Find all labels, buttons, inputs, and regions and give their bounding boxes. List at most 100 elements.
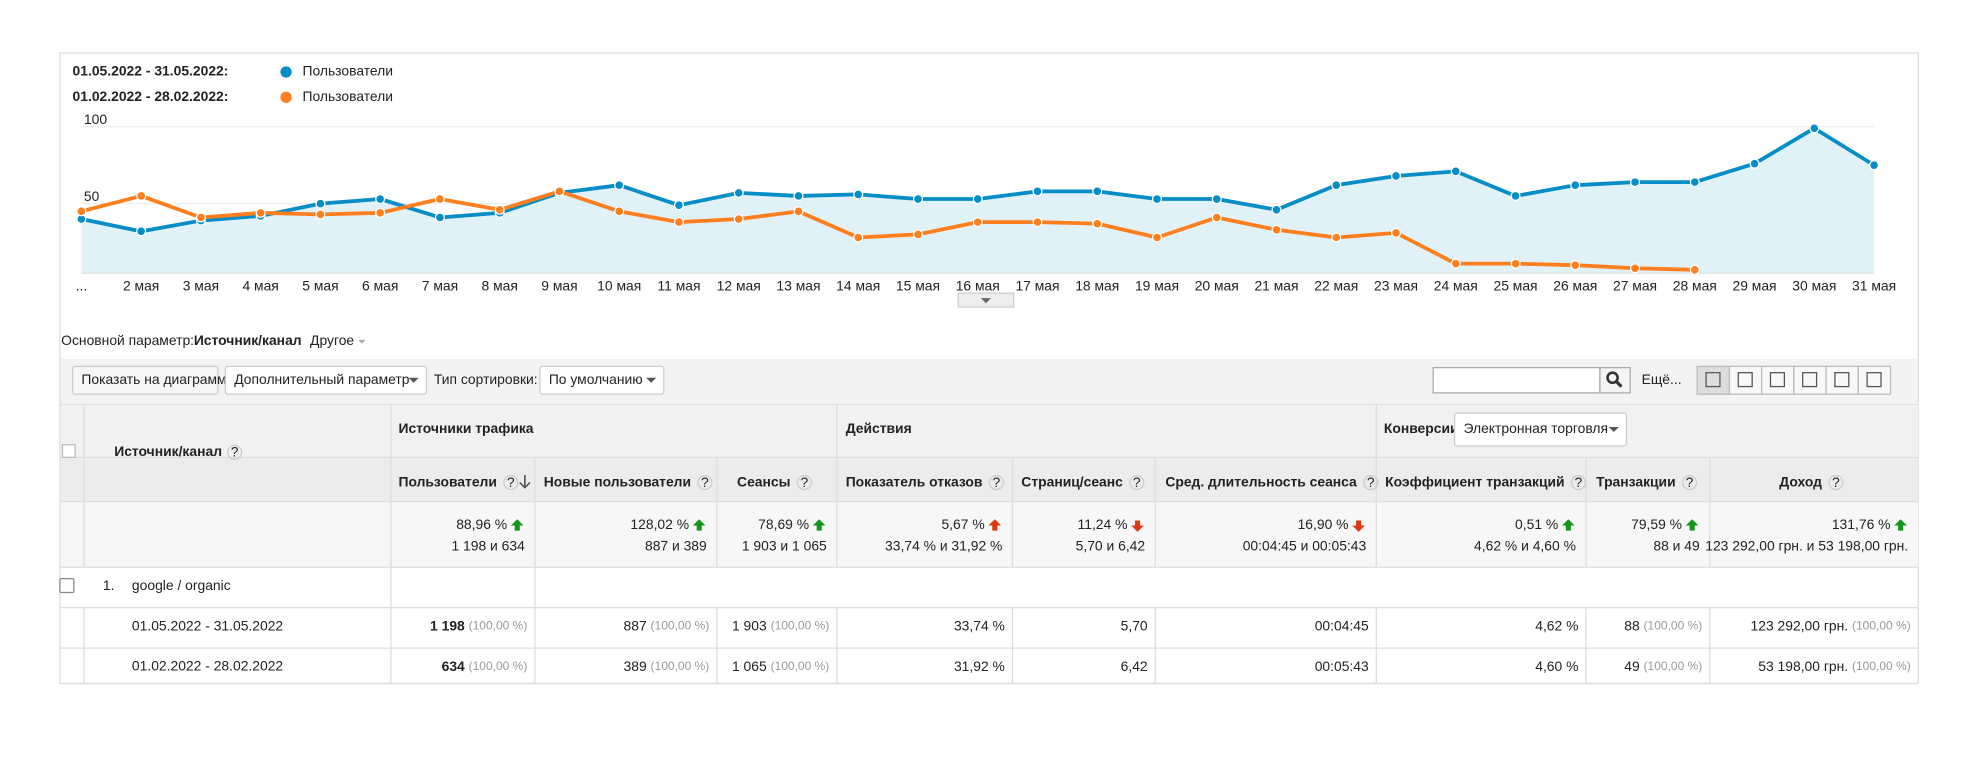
data-point	[1092, 218, 1103, 229]
data-point	[1510, 258, 1521, 269]
data-point	[1211, 193, 1222, 205]
cell-value: 1 065	[732, 658, 767, 674]
x-tick-label: 9 мая	[541, 277, 577, 293]
cell: 33,74 %	[954, 617, 1005, 633]
group-header-bg	[60, 404, 1919, 458]
summary-change: 16,90 %	[1298, 516, 1349, 532]
trend-arrow	[1894, 519, 1907, 531]
search-icon	[1615, 380, 1623, 388]
x-tick-label: 13 мая	[776, 277, 820, 293]
cell-percent: (100,00 %)	[1644, 619, 1703, 633]
data-point	[375, 193, 386, 205]
trend-arrow	[510, 519, 524, 531]
help-mark: ?	[801, 474, 809, 490]
cell-percent: (100,00 %)	[1852, 659, 1911, 673]
primary-dimension: Источник/канал	[194, 332, 302, 348]
data-point	[614, 206, 625, 217]
column-header[interactable]: Сеансы	[737, 473, 790, 489]
cell-value: 4,62 %	[1535, 617, 1578, 633]
cell: 6,42	[1121, 658, 1148, 674]
group-header: Действия	[846, 420, 912, 436]
help-mark: ?	[992, 474, 1000, 490]
data-point	[853, 232, 864, 243]
data-point	[912, 229, 924, 240]
column-header[interactable]: Новые пользователи	[544, 473, 691, 489]
cell: 49 (100,00 %)	[1624, 658, 1702, 674]
data-point	[1629, 263, 1641, 274]
cell-value: 49	[1624, 658, 1640, 674]
trend-arrow	[988, 519, 1002, 531]
view-toggle[interactable]	[1696, 365, 1731, 395]
x-tick-label: 26 мая	[1553, 277, 1597, 293]
view-toggle[interactable]	[1793, 365, 1827, 395]
view-toggle[interactable]	[1857, 365, 1892, 395]
data-point	[554, 186, 565, 197]
help-icon	[503, 475, 519, 491]
x-tick-label: 5 мая	[302, 277, 338, 293]
data-point	[733, 213, 744, 225]
view-toggle[interactable]	[1728, 365, 1763, 395]
summary-change: 88,96 %	[456, 516, 507, 532]
summary-change: 128,02 %	[630, 516, 689, 532]
column-header[interactable]: Показатель отказов	[846, 473, 983, 489]
secondary-dimension[interactable]	[224, 365, 427, 395]
legend-label: Пользователи	[302, 88, 393, 104]
column-header[interactable]: Сред. длительность сеанса	[1165, 473, 1357, 489]
help-icon	[796, 475, 812, 491]
help-mark: ?	[701, 474, 709, 490]
y-tick-label: 100	[84, 111, 107, 127]
data-point	[972, 193, 983, 205]
trend-arrow	[1562, 519, 1575, 531]
column-header[interactable]: Пользователи	[398, 473, 496, 489]
cell: 1 198 (100,00 %)	[430, 617, 527, 633]
data-point	[315, 209, 326, 220]
cell: 88 (100,00 %)	[1624, 617, 1702, 633]
search-button[interactable]	[1599, 366, 1631, 394]
data-point	[614, 180, 625, 191]
collapse-icon	[980, 298, 991, 304]
conversion-select-label: Электронная торговля	[1463, 420, 1608, 436]
view-icon	[1737, 372, 1753, 388]
view-toggle[interactable]	[1761, 365, 1795, 395]
conversion-select[interactable]	[1454, 412, 1628, 447]
data-point	[793, 206, 804, 217]
data-point	[1869, 160, 1880, 171]
series-line	[80, 189, 1695, 272]
column-header[interactable]: Доход	[1779, 473, 1822, 489]
data-point	[1689, 177, 1700, 188]
checkbox[interactable]	[61, 444, 76, 458]
cell-value: 88	[1624, 617, 1640, 633]
legend-dot	[280, 66, 292, 78]
x-tick-label: 18 мая	[1075, 277, 1119, 293]
data-point	[375, 207, 386, 218]
sort-select[interactable]	[539, 365, 665, 395]
cell-value: 4,60 %	[1535, 658, 1578, 674]
x-tick-label: 28 мая	[1673, 277, 1717, 293]
x-tick-label: 27 мая	[1613, 277, 1657, 293]
x-tick-label: 12 мая	[717, 277, 761, 293]
help-icon	[1828, 475, 1844, 491]
cell: 887 (100,00 %)	[624, 617, 710, 633]
legend-label: Пользователи	[302, 63, 393, 79]
column-header[interactable]: Транзакции	[1596, 473, 1675, 489]
plot-button[interactable]	[71, 365, 219, 395]
column-header[interactable]: Страниц/сеанс	[1021, 473, 1123, 489]
row-name[interactable]: google / organic	[132, 577, 231, 593]
data-point	[494, 204, 505, 215]
help-mark: ?	[1686, 474, 1694, 490]
data-point	[315, 198, 326, 209]
sort-select-label: По умолчанию	[549, 371, 643, 387]
summary-detail: 1 903 и 1 065	[742, 538, 827, 554]
summary-change: 11,24 %	[1078, 516, 1128, 532]
primary-dimension-label: Основной параметр:	[61, 332, 194, 348]
checkbox[interactable]	[59, 577, 75, 594]
data-point	[673, 217, 685, 228]
other-dimension[interactable]: Другое	[310, 332, 354, 348]
more-link[interactable]: Ещё...	[1642, 371, 1682, 387]
column-header[interactable]: Коэффициент транзакций	[1385, 473, 1564, 489]
caret	[358, 339, 366, 344]
column-header-bg	[60, 457, 1919, 502]
x-tick-label: 19 мая	[1135, 277, 1179, 293]
search-box[interactable]	[1432, 366, 1601, 394]
view-toggle[interactable]	[1825, 365, 1859, 395]
